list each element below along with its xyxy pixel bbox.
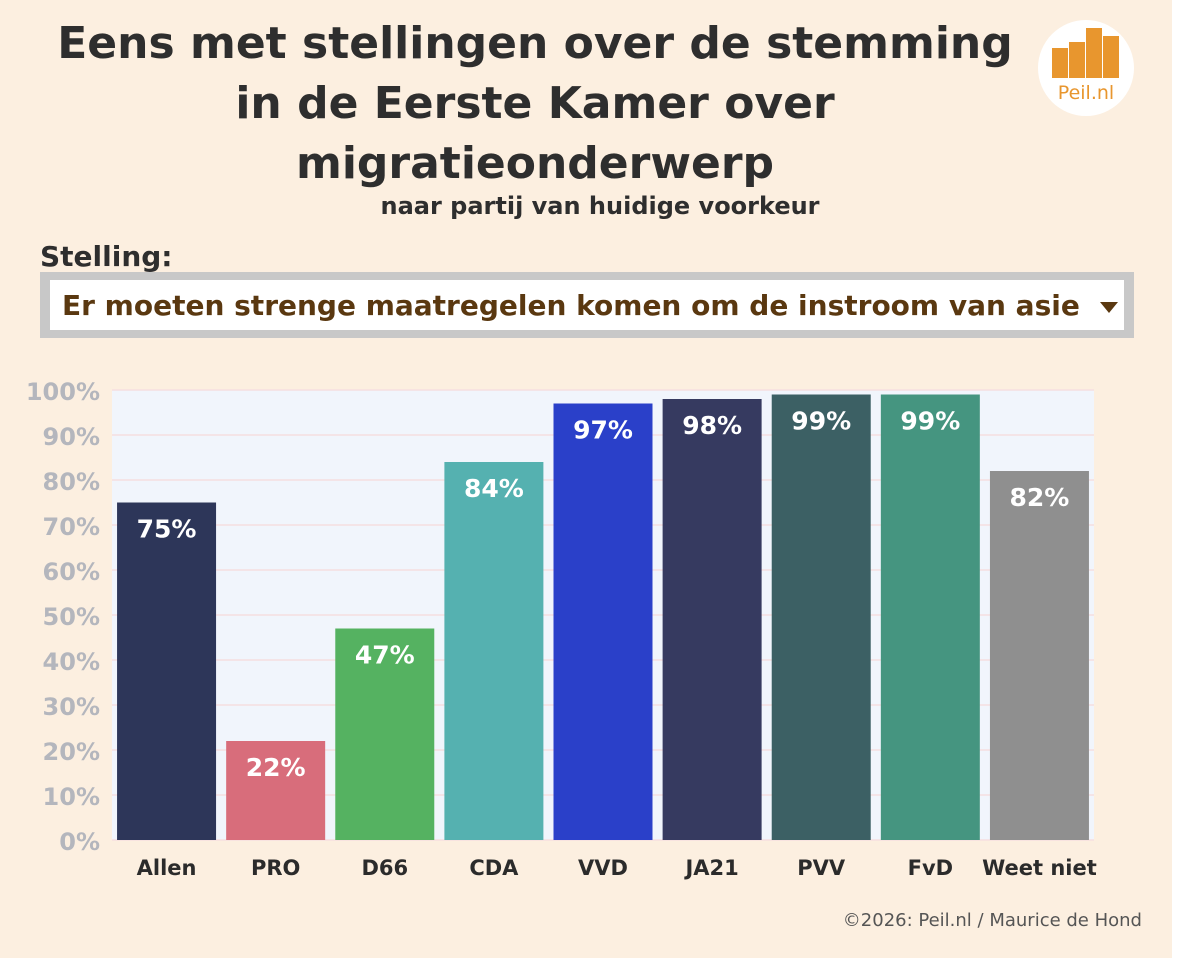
- copyright-footer: ©2026: Peil.nl / Maurice de Hond: [842, 910, 1142, 931]
- x-tick-label: PVV: [797, 856, 846, 880]
- chart-title: Eens met stellingen over de stemming in …: [30, 14, 1040, 194]
- y-tick-label: 10%: [43, 783, 100, 811]
- x-tick-label: CDA: [469, 856, 519, 880]
- logo-bar-3: [1086, 28, 1102, 78]
- y-tick-label: 30%: [43, 693, 100, 721]
- data-label: 97%: [573, 416, 633, 445]
- bar: [662, 399, 762, 840]
- data-label: 75%: [137, 515, 197, 544]
- title-line-1: Eens met stellingen over de stemming: [57, 18, 1013, 69]
- y-tick-label: 0%: [59, 828, 100, 856]
- x-tick-label: Weet niet: [982, 856, 1097, 880]
- bar: [553, 403, 653, 840]
- y-tick-label: 70%: [43, 513, 100, 541]
- logo-bar-2: [1069, 42, 1085, 78]
- data-label: 82%: [1010, 483, 1070, 512]
- bar: [444, 462, 544, 840]
- stelling-label: Stelling:: [40, 240, 173, 273]
- logo-bar-1: [1052, 48, 1068, 78]
- y-tick-label: 20%: [43, 738, 100, 766]
- bar: [335, 628, 435, 840]
- x-tick-label: D66: [361, 856, 408, 880]
- peil-logo: Peil.nl: [1038, 20, 1134, 116]
- title-line-2: in de Eerste Kamer over: [235, 78, 835, 129]
- data-label: 22%: [246, 753, 306, 782]
- data-label: 99%: [791, 407, 851, 436]
- stelling-dropdown[interactable]: Er moeten strenge maatregelen komen om d…: [40, 272, 1134, 338]
- y-tick-label: 40%: [43, 648, 100, 676]
- y-tick-label: 80%: [43, 468, 100, 496]
- bar: [771, 394, 871, 840]
- bar-chart: 0% 10% 20% 30% 40% 50% 60% 70% 80% 90% 100% 75% Alle…: [26, 378, 1097, 880]
- logo-bar-4: [1103, 36, 1119, 78]
- y-tick-label: 100%: [26, 378, 100, 406]
- logo-text: Peil.nl: [1057, 82, 1115, 104]
- y-tick-label: 50%: [43, 603, 100, 631]
- y-tick-label: 90%: [43, 423, 100, 451]
- y-tick-label: 60%: [43, 558, 100, 586]
- x-tick-label: JA21: [683, 856, 738, 880]
- bar: [989, 471, 1089, 840]
- data-label: 99%: [900, 407, 960, 436]
- data-label: 47%: [355, 641, 415, 670]
- bar: [226, 741, 326, 840]
- chart-subtitle: naar partij van huidige voorkeur: [380, 192, 820, 220]
- x-tick-label: FvD: [908, 856, 953, 880]
- chevron-down-icon[interactable]: [1100, 302, 1118, 313]
- data-label: 98%: [682, 411, 742, 440]
- stelling-dropdown-value: Er moeten strenge maatregelen komen om d…: [62, 289, 1080, 322]
- x-tick-label: PRO: [251, 856, 300, 880]
- bar: [880, 394, 980, 840]
- x-tick-label: Allen: [137, 856, 197, 880]
- bar: [117, 502, 217, 840]
- x-tick-label: VVD: [578, 856, 628, 880]
- stelling-dropdown-field[interactable]: Er moeten strenge maatregelen komen om d…: [50, 280, 1124, 330]
- title-line-3: migratieonderwerp: [295, 138, 775, 189]
- data-label: 84%: [464, 474, 524, 503]
